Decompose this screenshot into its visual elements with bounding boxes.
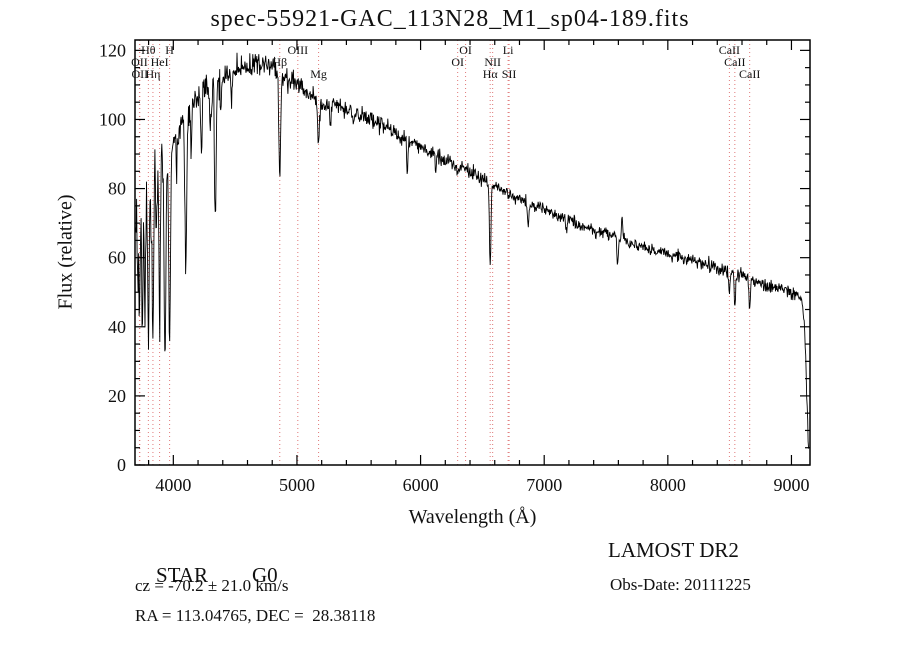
svg-text:OI: OI xyxy=(451,55,464,69)
svg-text:H: H xyxy=(165,43,174,57)
svg-text:Hη: Hη xyxy=(145,67,160,81)
object-class-line: STAR G0 xyxy=(135,538,278,613)
svg-text:5000: 5000 xyxy=(279,475,315,495)
chart-title: spec-55921-GAC_113N28_M1_sp04-189.fits xyxy=(210,6,690,32)
svg-text:CaII: CaII xyxy=(724,55,745,69)
x-axis-label: Wavelength (Å) xyxy=(408,506,537,528)
svg-text:8000: 8000 xyxy=(650,475,686,495)
svg-text:Li: Li xyxy=(503,43,514,57)
svg-text:0: 0 xyxy=(117,455,126,475)
svg-text:HeI: HeI xyxy=(151,55,169,69)
survey-label: LAMOST DR2 xyxy=(608,538,739,562)
svg-text:6000: 6000 xyxy=(403,475,439,495)
svg-text:100: 100 xyxy=(99,109,126,129)
y-axis-label: Flux (relative) xyxy=(54,194,77,310)
svg-text:OI: OI xyxy=(459,43,472,57)
svg-text:7000: 7000 xyxy=(526,475,562,495)
svg-text:Hβ: Hβ xyxy=(272,55,287,69)
svg-text:20: 20 xyxy=(108,386,126,406)
svg-text:OIII: OIII xyxy=(287,43,308,57)
svg-text:4000: 4000 xyxy=(155,475,191,495)
svg-text:NII: NII xyxy=(484,55,501,69)
svg-text:OII: OII xyxy=(131,67,148,81)
svg-text:80: 80 xyxy=(108,179,126,199)
svg-text:Hθ: Hθ xyxy=(141,43,156,57)
svg-text:Hα: Hα xyxy=(483,67,499,81)
svg-text:9000: 9000 xyxy=(773,475,809,495)
coordinates: RA = 113.04765, DEC = 28.38118 xyxy=(135,606,376,625)
svg-text:OII: OII xyxy=(131,55,148,69)
svg-text:40: 40 xyxy=(108,317,126,337)
svg-text:CaII: CaII xyxy=(719,43,740,57)
svg-text:CaII: CaII xyxy=(739,67,760,81)
cz-value: cz = -70.2 ± 21.0 km/s xyxy=(135,576,289,595)
svg-text:60: 60 xyxy=(108,248,126,268)
svg-text:Mg: Mg xyxy=(310,67,327,81)
svg-text:120: 120 xyxy=(99,40,126,60)
object-class: STAR xyxy=(156,563,208,587)
object-subclass: G0 xyxy=(252,563,278,587)
svg-text:SII: SII xyxy=(502,67,517,81)
obs-date: Obs-Date: 20111225 xyxy=(610,575,751,594)
